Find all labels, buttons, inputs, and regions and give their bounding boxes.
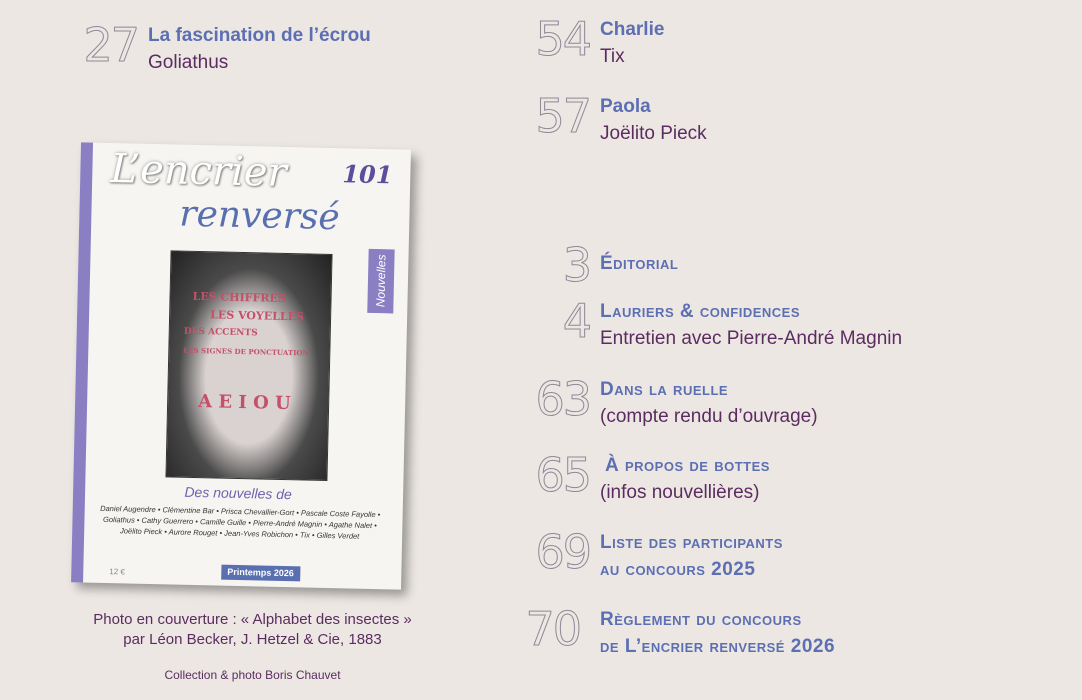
- section-title: Règlement du concours: [600, 609, 802, 630]
- section-subtitle: Entretien avec Pierre-André Magnin: [600, 328, 903, 349]
- section-title-line2: au concours 2025: [600, 559, 756, 580]
- caption-line1: Photo en couverture : « Alphabet des ins…: [93, 611, 412, 628]
- cover-logo: L’encrier: [109, 145, 288, 196]
- page-number: 69: [535, 525, 593, 579]
- section-title: Éditorial: [600, 253, 679, 274]
- art-label: LES VOYELLES: [210, 308, 305, 324]
- cover-season: Printemps 2026: [221, 564, 301, 582]
- toc-entry: 57 Paola Joëlito Pieck: [525, 93, 707, 147]
- entry-author: Joëlito Pieck: [600, 123, 707, 144]
- section-subtitle: (compte rendu d’ouvrage): [600, 406, 818, 427]
- caption-line2: par Léon Becker, J. Hetzel & Cie, 1883: [123, 631, 382, 648]
- toc-section: 63 Dans la ruelle (compte rendu d’ouvrag…: [525, 376, 818, 430]
- cover-illustration: LES CHIFFRES LES VOYELLES DES ACCENTS LE…: [165, 250, 333, 481]
- toc-section: 70 Règlement du concours de L’encrier re…: [520, 606, 835, 660]
- art-label: DES ACCENTS: [183, 326, 258, 339]
- cover-authors: Daniel Augendre • Clémentine Bar • Prisc…: [100, 503, 381, 541]
- cover-price: 12 €: [109, 567, 125, 577]
- art-label: A E I O U: [197, 391, 291, 415]
- toc-section: 69 Liste des participants au concours 20…: [525, 529, 783, 583]
- cover-side-bar: [71, 142, 94, 583]
- page-number: 3: [562, 238, 592, 292]
- cover-tab: Nouvelles: [367, 248, 395, 314]
- page-number: 54: [535, 12, 593, 66]
- section-title: Liste des participants: [600, 532, 783, 553]
- page-number: 4: [562, 294, 592, 348]
- section-title: Dans la ruelle: [600, 379, 729, 400]
- page-number: 57: [535, 89, 593, 143]
- photo-credit: Collection & photo Boris Chauvet: [164, 668, 341, 682]
- magazine-cover: L’encrier renversé 101 Nouvelles LES CHI…: [71, 142, 411, 590]
- art-label: LES CHIFFRES: [192, 289, 286, 305]
- entry-title: Charlie: [600, 19, 665, 40]
- toc-entry: 54 Charlie Tix: [525, 16, 664, 70]
- art-label: LES SIGNES DE PONCTUATION: [183, 345, 310, 358]
- section-title: Lauriers & confidences: [600, 301, 801, 322]
- entry-title: La fascination de l’écrou: [148, 25, 371, 46]
- toc-entry: 27 La fascination de l’écrou Goliathus: [78, 22, 371, 76]
- page-number: 63: [535, 372, 593, 426]
- toc-section: 4 Lauriers & confidences Entretien avec …: [525, 298, 902, 352]
- page-number: 70: [525, 602, 583, 656]
- toc-section: 65 À propos de bottes (infos nouvellière…: [525, 452, 770, 506]
- section-title-line2: de L’encrier renversé 2026: [600, 636, 836, 657]
- issue-number: 101: [342, 159, 393, 190]
- entry-author: Tix: [600, 46, 625, 67]
- page-number: 65: [535, 448, 593, 502]
- cover-heading: Des nouvelles de: [184, 483, 292, 503]
- section-subtitle: (infos nouvellières): [600, 482, 760, 503]
- section-title: À propos de bottes: [605, 455, 770, 476]
- entry-author: Goliathus: [148, 52, 229, 73]
- toc-section: 3 Éditorial: [525, 238, 679, 292]
- cover-logo-line2: renversé: [178, 193, 341, 239]
- entry-title: Paola: [600, 96, 651, 117]
- page-number: 27: [83, 18, 141, 72]
